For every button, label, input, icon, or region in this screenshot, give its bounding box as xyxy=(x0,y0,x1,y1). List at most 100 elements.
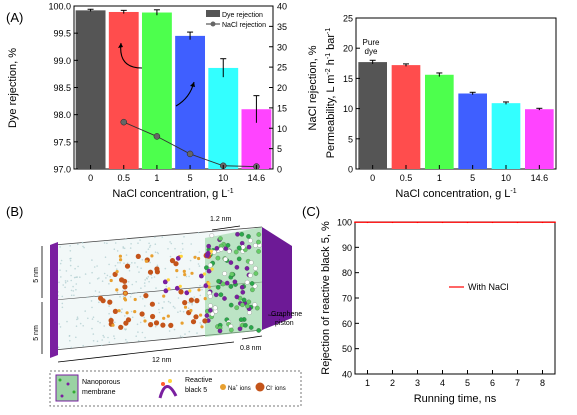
legend-cl: Cl- ions xyxy=(266,383,286,392)
membrane-atom xyxy=(253,265,258,271)
simulation-box-diagram: 5 nm 5 nm 12 nm 1.2 nm 0.8 nm Graphene p… xyxy=(33,216,302,407)
membrane-atom xyxy=(241,297,247,303)
dye-atom xyxy=(178,284,182,288)
water-molecule xyxy=(116,250,119,252)
legend-swatch-dye xyxy=(206,10,220,17)
water-molecule xyxy=(188,268,191,270)
water-molecule xyxy=(144,336,146,339)
water-molecule xyxy=(83,246,85,249)
water-molecule xyxy=(177,297,180,299)
water-molecule xyxy=(76,316,79,319)
membrane-atom xyxy=(208,262,213,268)
water-molecule xyxy=(181,336,184,338)
na-ion xyxy=(150,254,154,258)
with-nacl-point-1 xyxy=(366,221,369,224)
water-molecule xyxy=(79,276,81,279)
cl-ion xyxy=(143,293,149,299)
perm-bar-14.6 xyxy=(525,109,554,169)
water-molecule xyxy=(70,294,73,297)
na-ion xyxy=(189,308,193,313)
dye-atom xyxy=(188,289,192,293)
legend-marker-nacl xyxy=(210,21,216,27)
arrow-head-right xyxy=(190,82,195,87)
water-molecule xyxy=(141,331,144,334)
water-molecule xyxy=(62,284,64,286)
water-molecule xyxy=(94,290,97,292)
water-molecule xyxy=(149,244,152,247)
legend-membrane-1: Nanoporous xyxy=(82,379,121,386)
water-molecule xyxy=(137,242,139,244)
water-molecule xyxy=(70,289,73,292)
cl-ion xyxy=(122,284,128,290)
cl-ion xyxy=(112,308,118,314)
dye-bar-10 xyxy=(208,67,239,169)
membrane-atom xyxy=(214,246,220,251)
membrane-atom xyxy=(235,232,240,237)
water-molecule xyxy=(138,271,140,273)
water-molecule xyxy=(59,246,61,248)
dye-atom xyxy=(163,288,169,294)
water-molecule xyxy=(60,259,63,262)
membrane-atom xyxy=(253,271,259,276)
water-molecule xyxy=(86,296,89,299)
membrane-atom xyxy=(248,260,254,265)
membrane-atom xyxy=(229,327,234,333)
water-molecule xyxy=(103,242,106,244)
water-molecule xyxy=(82,245,84,248)
water-molecule xyxy=(59,326,62,328)
water-molecule xyxy=(72,290,75,292)
a-ytick-r-label-40: 40 xyxy=(277,2,287,12)
water-molecule xyxy=(97,320,99,323)
water-molecule xyxy=(163,301,165,303)
water-molecule xyxy=(154,243,157,245)
cl-ion xyxy=(182,300,188,306)
a-ytick-label-98.5: 98.5 xyxy=(53,83,71,93)
water-molecule xyxy=(144,285,146,287)
membrane-atom xyxy=(244,279,250,285)
membrane-atom xyxy=(246,234,251,239)
water-molecule xyxy=(199,294,202,297)
membrane-atom xyxy=(227,249,232,254)
c-ytick-label-60: 60 xyxy=(342,319,352,329)
water-molecule xyxy=(68,335,71,337)
cl-ion xyxy=(139,311,145,317)
dye-atom xyxy=(179,254,183,258)
water-molecule xyxy=(185,275,188,278)
water-molecule xyxy=(113,248,116,250)
water-molecule xyxy=(124,315,126,317)
panel-b-label: (B) xyxy=(6,204,23,219)
with-nacl-point-4 xyxy=(441,221,444,224)
membrane-atom xyxy=(246,244,252,250)
water-molecule xyxy=(116,268,118,271)
water-molecule xyxy=(119,295,121,298)
membrane-atom xyxy=(228,260,234,265)
cl-ion xyxy=(124,263,131,269)
p-xtick-label-1: 1 xyxy=(437,173,442,183)
membrane-atom xyxy=(210,311,215,317)
cl-ion xyxy=(202,318,208,324)
dye-atom xyxy=(202,272,206,276)
water-molecule xyxy=(108,305,110,307)
water-molecule xyxy=(140,287,142,290)
with-nacl-point-7 xyxy=(516,221,519,224)
water-molecule xyxy=(77,265,79,268)
membrane-atom xyxy=(243,322,248,328)
membrane-atom xyxy=(254,305,260,311)
water-molecule xyxy=(82,325,84,327)
water-molecule xyxy=(109,275,111,278)
rejection-vs-time-chart: 40 50 60 70 80 90 100 1 2 3 4 5 6 7 8 With NaCl Runni… xyxy=(320,218,556,405)
water-molecule xyxy=(188,275,190,278)
c-ytick-label-80: 80 xyxy=(342,268,352,278)
dye-bar-5 xyxy=(175,35,206,170)
membrane-atom xyxy=(222,271,227,276)
water-molecule xyxy=(168,330,171,332)
cl-ion xyxy=(107,299,113,305)
na-ion xyxy=(109,278,113,283)
graphene-piston xyxy=(262,227,292,330)
water-molecule xyxy=(187,307,190,310)
water-molecule xyxy=(105,277,107,279)
dye-bar-0 xyxy=(75,10,106,170)
water-molecule xyxy=(173,328,176,331)
water-molecule xyxy=(161,306,164,309)
water-molecule xyxy=(106,274,109,277)
